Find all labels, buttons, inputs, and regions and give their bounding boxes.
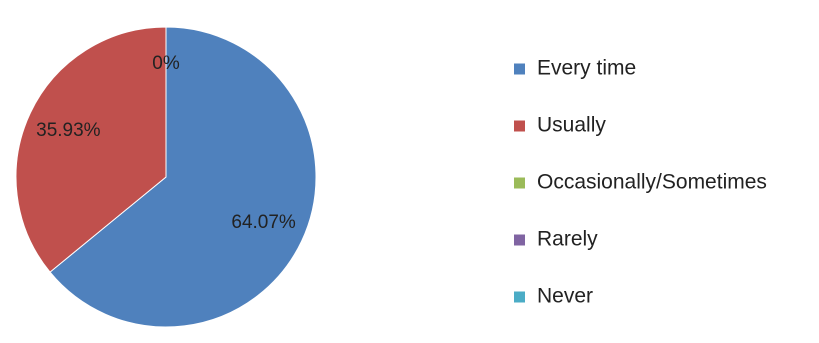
pie-slice-every-time <box>49 26 317 328</box>
legend-item-never: Never <box>514 285 593 308</box>
legend-label-occasionally-sometimes: Occasionally/Sometimes <box>537 171 767 194</box>
legend-label-usually: Usually <box>537 114 606 137</box>
legend-swatch-occasionally-sometimes <box>514 177 525 189</box>
legend-swatch-every-time <box>514 63 525 75</box>
legend-swatch-usually <box>514 120 525 132</box>
legend-item-occasionally-sometimes: Occasionally/Sometimes <box>514 171 767 194</box>
pie-slice-labels: 64.07% 35.93% 0% <box>36 53 296 233</box>
legend-item-usually: Usually <box>514 114 606 137</box>
pie-slice-usually <box>15 26 167 273</box>
data-label-occasionally-sometimes: 0% <box>152 53 180 74</box>
legend-item-rarely: Rarely <box>514 228 598 251</box>
legend-swatch-never <box>514 291 525 303</box>
data-label-usually: 35.93% <box>36 120 101 141</box>
legend-label-rarely: Rarely <box>537 228 598 251</box>
legend-swatch-rarely <box>514 234 525 246</box>
pie-slices <box>15 26 317 328</box>
chart-legend: Every time Usually Occasionally/Sometimes R… <box>514 57 767 308</box>
legend-item-every-time: Every time <box>514 57 636 80</box>
legend-label-never: Never <box>537 285 593 308</box>
data-label-every-time: 64.07% <box>231 212 296 233</box>
legend-label-every-time: Every time <box>537 57 636 80</box>
